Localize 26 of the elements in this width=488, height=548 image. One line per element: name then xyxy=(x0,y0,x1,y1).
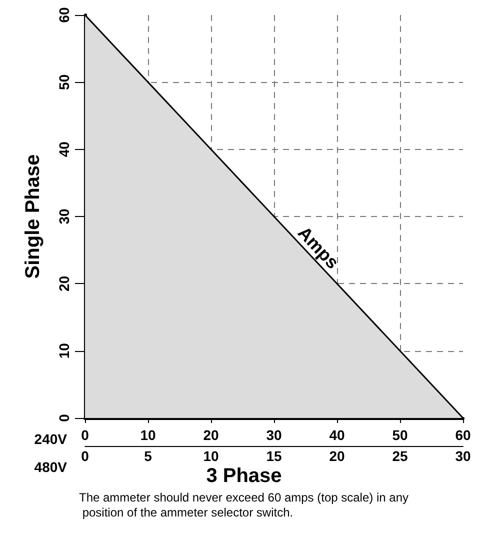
x-tick-label: 60 xyxy=(455,427,471,443)
y-tick-label: 50 xyxy=(56,74,72,90)
y-tick-label: 10 xyxy=(56,342,72,359)
y-tick-label: 60 xyxy=(56,7,72,23)
x2-tick-label: 15 xyxy=(266,448,282,464)
x-tick-label: 10 xyxy=(140,427,156,443)
x-tick-label: 50 xyxy=(392,427,408,443)
x2-tick-label: 25 xyxy=(392,448,408,464)
x-tick-label: 0 xyxy=(81,427,90,443)
y-tick-label: 0 xyxy=(56,414,72,422)
y-axis-title: Single Phase xyxy=(22,154,44,279)
y-tick-label: 20 xyxy=(56,276,72,292)
y-tick-label: 30 xyxy=(56,208,72,224)
text: 480V xyxy=(34,459,68,475)
y-tick-label: 40 xyxy=(56,141,72,158)
x-tick-label: 40 xyxy=(329,427,345,443)
x-tick-label: 30 xyxy=(266,427,282,443)
x2-tick-label: 5 xyxy=(144,448,152,464)
text: 240V xyxy=(34,431,68,447)
x2-tick-label: 30 xyxy=(455,448,471,464)
x2-tick-label: 0 xyxy=(81,448,90,464)
x-axis-title: 3 Phase xyxy=(206,465,282,487)
x-tick-label: 20 xyxy=(203,427,219,443)
x2-tick-label: 10 xyxy=(203,448,219,464)
text: The ammeter should never exceed 60 amps (top scale) in any position of the ammeter selector switch. xyxy=(79,490,409,520)
x2-tick-label: 20 xyxy=(329,448,345,464)
